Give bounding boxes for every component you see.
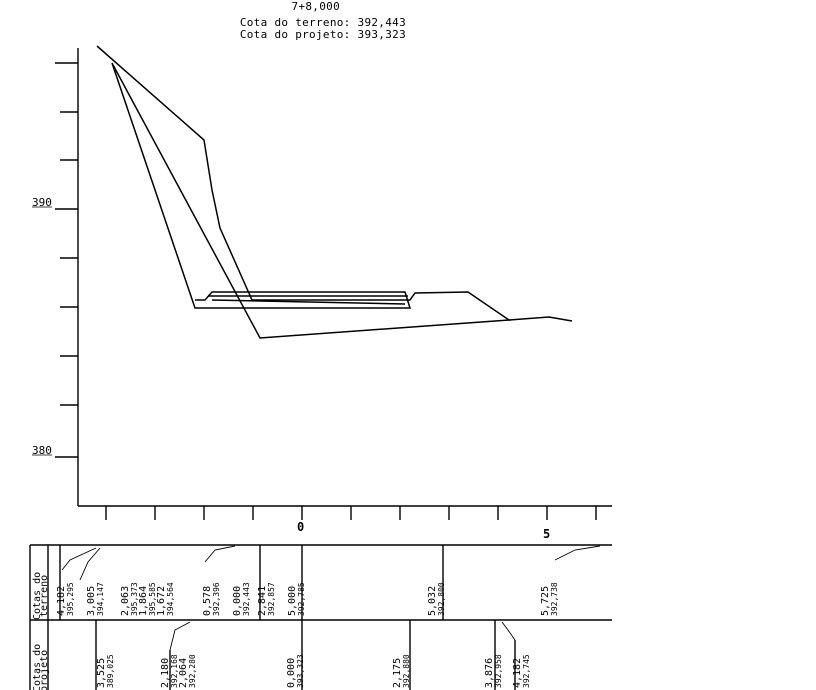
terrain-elevation-line: Cota do terreno: 392,443 <box>186 17 406 28</box>
row1-title-b: terreno <box>39 575 50 617</box>
terrain-elevation-value: 2,841 <box>257 586 268 616</box>
project-elevation-values: 3,525 389,025 2,180 392,168 2,064 392,280 0,00… <box>96 654 531 688</box>
terrain-elevation-value: 3,005 <box>86 586 97 616</box>
terrain-elevation-value: 0,000 <box>232 586 243 616</box>
terrain-elevation-value: 1,864 <box>138 586 149 616</box>
project-elevation-value: 3,876 <box>484 658 495 688</box>
terrain-elevation-value: 1,672 <box>156 586 167 616</box>
terrain-elevation-value: 392,800 <box>437 582 446 616</box>
project-elevation-value: 393,323 <box>296 654 305 688</box>
y-axis-ticks <box>55 62 78 458</box>
row2-title-a: Cotas do <box>32 644 43 690</box>
terrain-elevation-value: 392,443 <box>242 582 251 616</box>
terrain-elevation-value: 392,738 <box>550 582 559 616</box>
leader-lines <box>61 545 601 651</box>
project-elevation-value: 392,280 <box>188 654 197 688</box>
project-elevation-value: 392,958 <box>494 654 503 688</box>
project-elevation-value: 0,000 <box>286 658 297 688</box>
project-elevation-value: 389,025 <box>106 654 115 688</box>
terrain-elevation-value: 392,443 <box>357 16 406 29</box>
project-elevation-value: 392,745 <box>522 654 531 688</box>
row2-title-b: projeto <box>39 650 50 690</box>
terrain-elevation-value: 4,182 <box>56 586 67 616</box>
terrain-elevation-value: 392,857 <box>267 582 276 616</box>
terrain-elevation-value: 392,396 <box>212 582 221 616</box>
terrain-elevation-value: 395,295 <box>66 582 75 616</box>
data-table-frame <box>29 544 612 690</box>
terrain-elevation-value: 395,585 <box>148 582 157 616</box>
project-elevation-value: 2,175 <box>392 658 403 688</box>
project-elevation-value: 3,525 <box>96 658 107 688</box>
y-label-380: 380 <box>32 444 52 457</box>
station-label: 7+8,000 <box>291 0 340 13</box>
project-section-line <box>96 45 512 339</box>
project-elevation-value: 393,323 <box>357 28 406 41</box>
terrain-line <box>508 316 573 322</box>
project-elevation-value: 392,168 <box>170 654 179 688</box>
project-elevation-value: 2,180 <box>160 658 171 688</box>
x-label-5b: 5 <box>543 527 550 541</box>
row1-title-a: Cotas do <box>32 572 43 620</box>
pavement-layer-2 <box>211 299 406 305</box>
terrain-elevation-value: 394,564 <box>166 582 175 616</box>
terrain-elevation-label: Cota do terreno: <box>239 16 351 29</box>
terrain-elevation-value: 5,000 <box>287 586 298 616</box>
project-elevation-value: 4,182 <box>512 658 523 688</box>
project-elevation-value: 2,064 <box>178 658 189 688</box>
terrain-elevation-value: 395,373 <box>130 582 139 616</box>
y-label-390: 390 <box>32 196 52 209</box>
terrain-elevation-value: 2,063 <box>120 586 131 616</box>
terrain-elevation-value: 394,147 <box>96 582 105 616</box>
terrain-elevation-values: 4,182 395,295 3,005 394,147 2,063 395,373 1,86… <box>56 582 559 616</box>
x-label-0: 0 <box>297 520 304 534</box>
terrain-elevation-value: 5,725 <box>540 586 551 616</box>
x-axis-ticks <box>105 506 597 520</box>
project-elevation-line: Cota do projeto: 393,323 <box>186 29 406 40</box>
project-elevation-label: Cota do projeto: <box>239 28 351 41</box>
terrain-elevation-value: 392,785 <box>297 582 306 616</box>
project-elevation-value: 392,880 <box>402 654 411 688</box>
terrain-elevation-value: 5,032 <box>427 586 438 616</box>
terrain-elevation-value: 0,578 <box>202 586 213 616</box>
